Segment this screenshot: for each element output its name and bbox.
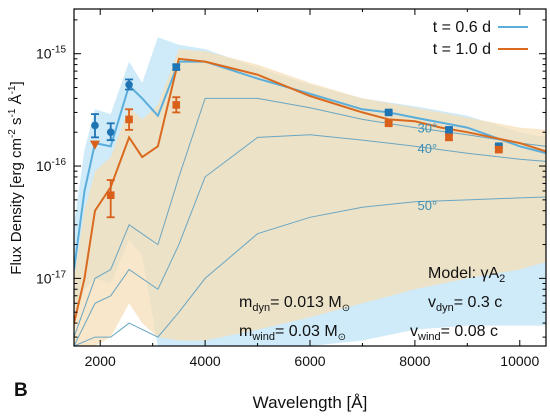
m-wind-label: mwind= 0.03 M⊙ [239,323,346,343]
model-annotations: Model: γA2 mdyn= 0.013 M⊙ vdyn= 0.3 c mw… [239,265,505,343]
point-t-1-0-d-13 [495,145,503,154]
x-tick-label-6000: 6000 [294,353,325,369]
point-t-0-6-d-4 [384,108,393,117]
y-axis-ticks: 10-17 10-16 10-15 [36,19,546,338]
point-t-1-0-d-10 [172,101,181,109]
point-t-1-0-d-12 [445,133,453,142]
y-tick-label--16: 10-16 [36,157,66,174]
legend-label-t-0-6-d: t = 0.6 d [433,19,491,36]
plot-area: 30°40°50° 2000 4000 6000 8000 10000 10-1710-… [36,8,547,369]
angle-curve-40 [74,134,546,346]
angle-label-50: 50° [418,198,438,213]
legend-label-t-1-0-d: t = 1.0 d [433,41,491,58]
point-t-1-0-d-8 [106,191,115,200]
legend: t = 0.6 d t = 1.0 d [433,19,528,58]
point-t-0-6-d-5 [445,126,453,134]
band-t-1-0-d [74,49,546,346]
angle-curve-30 [74,97,546,338]
angle-curve-50 [74,196,546,346]
point-t-1-0-d-9 [125,115,133,124]
observed-points [89,63,503,219]
m-dyn-label: mdyn= 0.013 M⊙ [239,294,350,314]
panel-label: B [14,380,28,401]
point-t-0-6-d-0 [91,121,99,130]
angle-label-30: 30° [418,121,438,136]
x-axis-ticks: 2000 4000 6000 8000 10000 [85,9,539,369]
v-dyn-label: vdyn= 0.3 c [428,294,502,314]
viewing-angle-curves [74,97,546,346]
y-axis-label: Flux Density [erg cm-2 s-1 Å-1] [7,81,25,274]
y-tick-label--15: 10-15 [36,45,66,62]
v-wind-label: vwind= 0.08 c [410,323,498,343]
uncertainty-bands [74,37,546,346]
point-t-1-0-d-7 [89,140,100,150]
angle-label-40: 40° [418,141,438,156]
model-label: Model: γA2 [428,265,505,285]
x-tick-label-2000: 2000 [85,353,116,369]
point-t-1-0-d-11 [384,119,393,128]
point-t-0-6-d-1 [106,128,115,137]
y-tick-label--17: 10-17 [36,269,66,286]
point-t-0-6-d-3 [172,63,181,71]
x-tick-label-8000: 8000 [399,353,430,369]
point-t-0-6-d-2 [125,80,133,89]
x-tick-label-4000: 4000 [190,353,221,369]
x-tick-label-10000: 10000 [500,353,539,369]
angle-labels: 30° 40° 50° [418,121,438,213]
x-axis-label: Wavelength [Å] [253,393,368,412]
